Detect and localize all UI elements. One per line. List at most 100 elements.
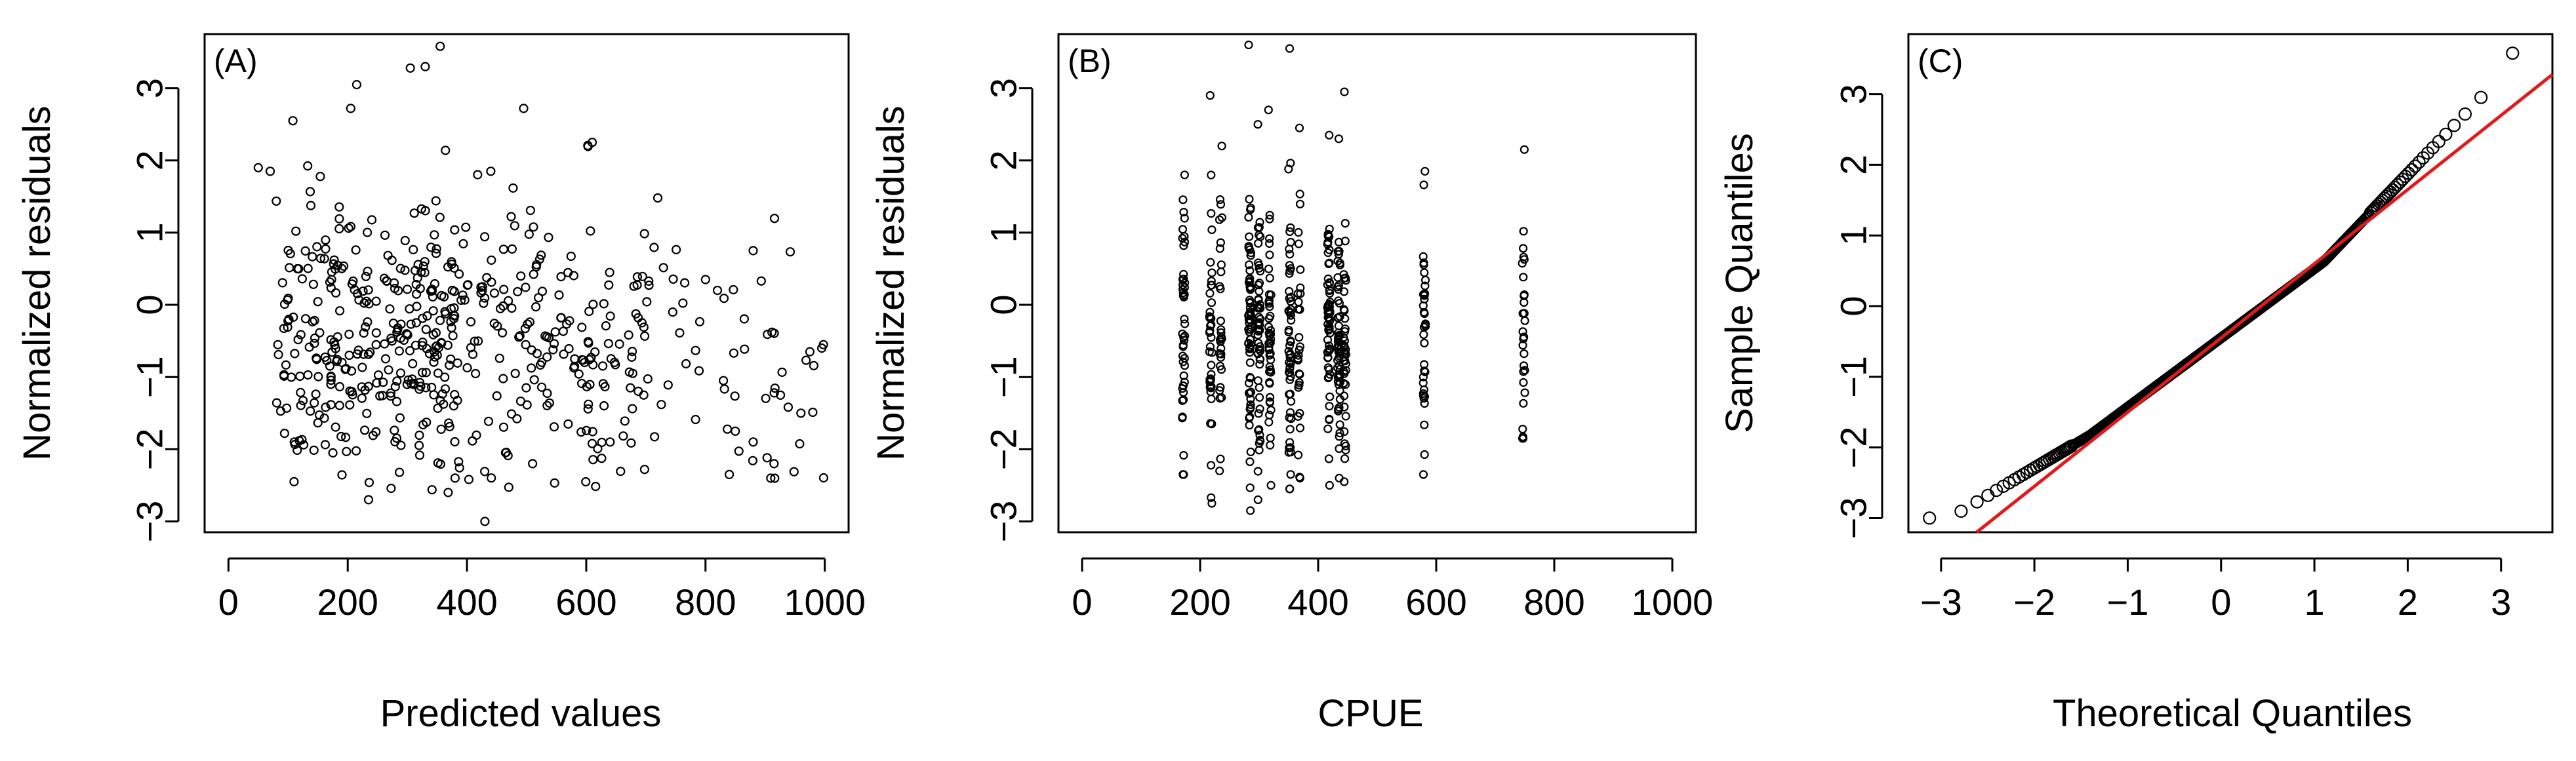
data-point [341,364,351,374]
data-point [306,201,316,210]
data-point [253,163,263,172]
data-point [1285,227,1295,236]
data-point [1264,378,1274,387]
data-point [426,243,436,252]
data-point [489,319,499,328]
data-point [678,298,688,308]
data-point [409,244,418,254]
data-point [1253,495,1262,505]
data-point [700,275,710,284]
data-point [756,276,766,286]
data-point [436,424,446,434]
data-point [403,330,413,340]
data-point [1520,366,1529,375]
data-point [458,239,468,248]
data-point [1178,396,1187,405]
data-point [1990,483,2003,498]
data-point [448,331,458,341]
data-point [353,345,363,355]
data-point [466,317,476,327]
data-point [763,330,773,340]
data-point [1216,284,1225,294]
data-point [1420,289,1430,298]
data-point [456,295,466,305]
data-point [346,222,356,231]
data-point [1325,480,1335,490]
data-point [1179,470,1188,479]
data-point [649,432,660,442]
data-point [577,355,587,365]
data-point [498,244,509,254]
panel-b-residuals-vs-cpue: (B) 0 200 400 600 800 1000 −3 −2 −1 0 1 2 3 CPUE No… [870,33,1713,735]
data-point [587,439,597,448]
data-point [468,436,477,446]
data-point [281,360,291,370]
data-point [1518,341,1527,350]
data-point [1264,239,1274,248]
data-point [480,517,490,526]
data-point [446,354,456,364]
data-point [559,349,569,359]
data-point [337,470,347,480]
data-point [1295,332,1304,342]
panel-c-qq-plot: (C) −3 −2 −1 0 1 2 3 −3 −2 −1 0 1 2 3 Theoretical Qu… [1718,33,2554,735]
data-point [1333,256,1342,265]
data-point [1255,404,1264,414]
data-point [1285,443,1295,452]
data-point [593,444,603,454]
data-point [470,336,479,346]
data-point [445,361,454,370]
data-point [1256,355,1265,364]
data-point [574,369,584,379]
data-point [453,358,462,368]
y-tick-label: 3 [1833,84,1874,104]
data-point [1264,314,1274,323]
data-point [344,350,354,361]
data-point [730,391,740,401]
data-point [801,355,811,365]
data-point [360,385,370,395]
data-point [321,235,331,245]
plot-frame [1907,33,2554,534]
data-point [1286,237,1295,247]
data-point [289,437,299,447]
data-point [1325,415,1334,425]
data-point [1335,386,1344,395]
data-point [447,322,456,333]
data-point [344,329,354,340]
data-point [304,342,314,352]
data-point [1215,393,1224,403]
data-point [443,488,453,498]
data-point [430,352,440,362]
data-point [591,481,601,492]
data-point [2381,187,2395,201]
data-point [1420,420,1429,429]
data-point [428,292,438,302]
data-point [345,400,355,410]
data-point [605,311,615,321]
data-point [618,431,628,441]
data-point [1335,428,1344,438]
data-point [1207,281,1217,290]
data-point [529,222,538,232]
data-point [1264,290,1274,299]
data-point [283,316,293,326]
data-point [1519,145,1529,154]
data-point [1245,457,1255,467]
data-point [1294,298,1303,307]
data-point [542,400,552,410]
data-point [536,250,546,260]
data-point [563,267,573,277]
data-point [1293,354,1302,363]
data-point [384,365,393,375]
data-point [1294,351,1303,360]
data-point [417,368,428,378]
y-axis: −3 −2 −1 0 1 2 3 [1833,84,1883,539]
data-point [766,473,776,483]
data-point [390,381,400,392]
data-point [628,404,637,414]
data-point [1255,446,1264,455]
data-point [512,414,522,423]
data-point [367,215,377,225]
